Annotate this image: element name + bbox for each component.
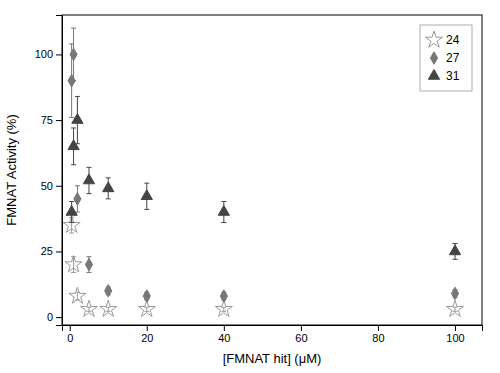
point: [68, 74, 75, 86]
tick-mark: [56, 251, 62, 252]
tick: 80: [372, 325, 384, 344]
tick: 0: [47, 311, 62, 323]
tick-mark: [378, 325, 379, 331]
error-bar: [71, 257, 76, 273]
tick-mark: [56, 120, 62, 121]
point: [103, 182, 114, 192]
series: [68, 28, 459, 302]
point: [220, 290, 227, 302]
point: [72, 114, 83, 124]
tick: 20: [141, 325, 153, 344]
error-bar: [144, 307, 149, 311]
series: [63, 216, 463, 316]
error-bar: [106, 307, 111, 311]
tick-mark: [147, 325, 148, 331]
y-axis: 0 25 50 75 100: [35, 16, 63, 326]
error-bar: [86, 307, 91, 311]
tick-mark: [455, 325, 456, 331]
legend-label: 24: [446, 33, 460, 47]
point: [451, 287, 458, 299]
y-axis-title: FMNAT Activity (%): [4, 114, 19, 225]
point: [74, 193, 81, 205]
tick-label: 100: [446, 332, 464, 344]
point: [69, 287, 86, 303]
marks: [63, 28, 463, 316]
tick-label: 60: [295, 332, 307, 344]
point: [70, 48, 77, 60]
axis-line: [63, 326, 483, 332]
series: [66, 96, 461, 259]
tick: 100: [446, 325, 464, 344]
point: [68, 140, 79, 150]
point: [83, 174, 94, 184]
tick-label: 0: [47, 311, 53, 323]
tick: 75: [41, 114, 62, 126]
x-axis: 0 20 40 60 80 100: [63, 325, 483, 344]
point: [449, 245, 460, 255]
tick-mark: [56, 317, 62, 318]
legend-symbol: [425, 31, 442, 47]
point: [65, 256, 82, 272]
error-bar: [453, 307, 458, 311]
tick-mark: [70, 325, 71, 331]
point: [100, 300, 117, 316]
point: [218, 206, 229, 216]
tick: 25: [41, 245, 62, 257]
tick-label: 0: [67, 332, 73, 344]
tick: 0: [67, 325, 73, 344]
tick: 50: [41, 180, 62, 192]
point: [66, 206, 77, 216]
legend-symbol: [428, 69, 439, 79]
tick-label: 20: [141, 332, 153, 344]
legend-box: [420, 25, 472, 91]
x-axis-title: [FMNAT hit] (μM): [223, 351, 322, 366]
legend-label: 31: [446, 69, 460, 83]
point: [105, 285, 112, 297]
tick-mark: [301, 325, 302, 331]
point: [143, 290, 150, 302]
tick: 100: [35, 48, 62, 60]
tick: 60: [295, 325, 307, 344]
legend: 24 27 31: [420, 25, 472, 91]
legend-label: 27: [446, 51, 460, 65]
point: [85, 258, 92, 270]
plot: 0 20 40 60 80 100 0 25 50 75 100 24 27 31: [35, 15, 483, 344]
tick-label: 100: [35, 48, 53, 60]
tick-label: 50: [41, 180, 53, 192]
legend-symbol: [430, 52, 437, 64]
tick-mark: [224, 325, 225, 331]
point: [80, 300, 97, 316]
chart: 0 20 40 60 80 100 0 25 50 75 100 24 27 31 [FMNAT hit] …: [0, 0, 500, 373]
tick-label: 40: [218, 332, 230, 344]
point: [141, 190, 152, 200]
tick-mark: [56, 54, 62, 55]
tick-label: 80: [372, 332, 384, 344]
tick: 40: [218, 325, 230, 344]
point: [447, 300, 464, 316]
tick-label: 75: [41, 114, 53, 126]
plot-frame: [62, 15, 482, 325]
tick-mark: [56, 186, 62, 187]
tick-label: 25: [41, 245, 53, 257]
error-bar: [221, 307, 226, 311]
axis-line: [56, 16, 63, 326]
